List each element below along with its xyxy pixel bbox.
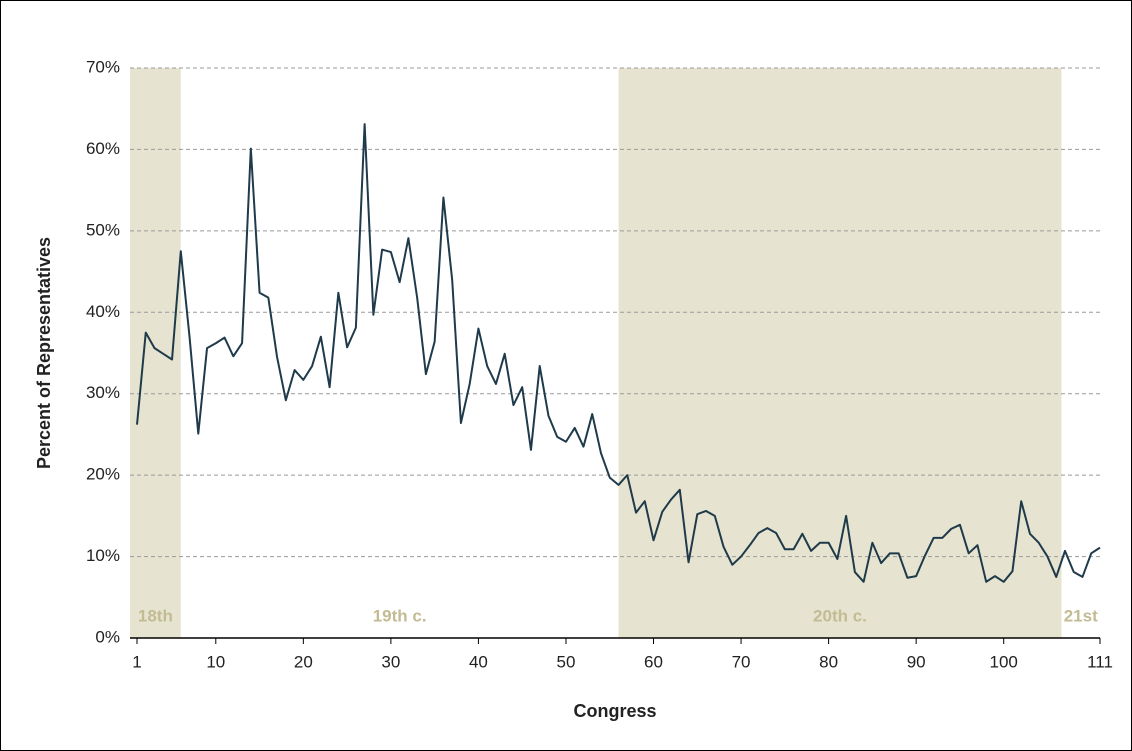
x-tick-label: 10: [206, 652, 225, 671]
y-tick-label: 70%: [86, 57, 120, 76]
x-tick-label: 100: [990, 652, 1018, 671]
x-tick-label: 50: [557, 652, 576, 671]
y-tick-label: 0%: [95, 627, 120, 646]
era-label: 21st: [1064, 606, 1098, 625]
x-tick-label: 1: [132, 652, 141, 671]
x-tick-label: 90: [907, 652, 926, 671]
x-tick-label: 111: [1087, 652, 1113, 671]
y-tick-label: 50%: [86, 220, 120, 239]
x-tick-label: 40: [469, 652, 488, 671]
y-tick-label: 40%: [86, 302, 120, 321]
y-tick-label: 10%: [86, 546, 120, 565]
y-axis-title: Percent of Representatives: [34, 237, 54, 469]
x-tick-label: 80: [819, 652, 838, 671]
y-tick-label: 30%: [86, 383, 120, 402]
era-label: 18th: [138, 606, 173, 625]
x-axis-title: Congress: [573, 701, 656, 721]
era-band: [618, 68, 1062, 638]
series-line: [136, 123, 1101, 583]
x-tick-label: 30: [381, 652, 400, 671]
era-label: 19th c.: [373, 606, 427, 625]
x-tick-label: 60: [644, 652, 663, 671]
x-tick-label: 20: [294, 652, 313, 671]
grid: [130, 67, 1100, 558]
y-tick-label: 60%: [86, 139, 120, 158]
era-label: 20th c.: [813, 606, 867, 625]
x-tick-label: 70: [732, 652, 751, 671]
y-tick-label: 20%: [86, 465, 120, 484]
